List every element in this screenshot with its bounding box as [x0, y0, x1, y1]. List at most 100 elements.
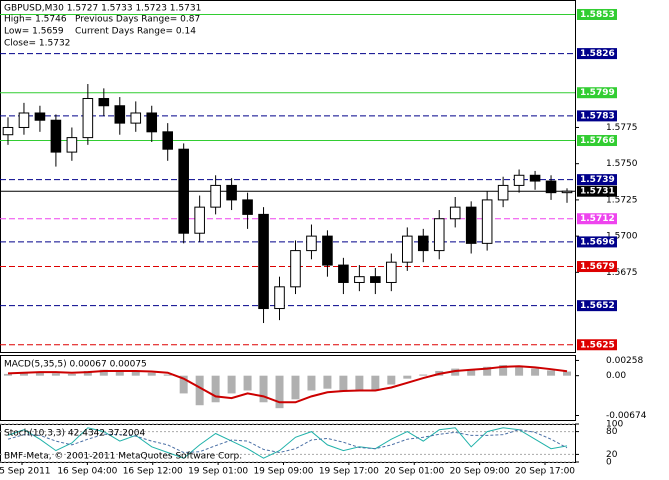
level-label: 1.5679 — [580, 262, 615, 272]
histogram-bar — [451, 368, 460, 376]
histogram-bar — [19, 372, 28, 376]
level-label: 1.5696 — [580, 237, 615, 247]
y-tick-label: 80 — [606, 427, 618, 437]
level-label-box — [577, 87, 617, 99]
histogram-bar — [83, 370, 92, 376]
candle-body — [338, 264, 349, 283]
x-tick-label: 16 Sep 04:00 — [57, 467, 117, 477]
histogram-bar — [483, 366, 492, 376]
histogram-bar — [227, 375, 236, 394]
level-label-box — [577, 236, 617, 248]
candle-body — [210, 184, 221, 208]
candle-body — [354, 276, 365, 283]
histogram-bar — [259, 375, 268, 403]
level-label-box — [577, 300, 617, 312]
histogram-bar — [67, 373, 76, 376]
price-frame — [0, 0, 576, 353]
level-label-box — [577, 174, 617, 186]
candle-body — [545, 180, 557, 194]
candle-body — [370, 276, 381, 283]
candle-body — [98, 98, 110, 107]
histogram-bar — [515, 366, 524, 376]
level-label: 1.5712 — [580, 214, 615, 224]
level-label-box — [577, 339, 617, 351]
y-tick-label: 1.5700 — [606, 232, 638, 242]
x-tick-label: 20 Sep 01:00 — [384, 467, 444, 477]
candle-body — [50, 119, 62, 153]
candle-body — [130, 112, 142, 124]
y-tick-label: -0.00674 — [606, 411, 647, 421]
histogram-bar — [3, 373, 12, 376]
level-label: 1.5652 — [580, 301, 615, 311]
level-label: 1.5826 — [580, 49, 615, 59]
level-label: 1.5739 — [580, 175, 615, 185]
candle-body — [497, 184, 509, 201]
histogram-bar — [387, 375, 396, 385]
level-label-box — [577, 8, 617, 20]
candle-body — [2, 126, 14, 136]
info-text: High= 1.5746 — [4, 15, 67, 25]
y-tick-label: 0 — [606, 458, 612, 468]
level-label-box — [577, 261, 617, 273]
histogram-bar — [355, 375, 364, 390]
candle-body — [274, 286, 285, 310]
candle-body — [290, 250, 301, 288]
candle-body — [178, 148, 189, 234]
y-tick-label: 0.00258 — [606, 356, 643, 366]
x-tick-label: 20 Sep 09:00 — [450, 467, 510, 477]
histogram-bar — [419, 374, 428, 376]
candle-body — [66, 137, 78, 153]
candle-body — [258, 213, 269, 310]
info-text: Previous Days Range= 0.87 — [75, 15, 200, 25]
chart-title: GBPUSD,M30 1.5727 1.5733 1.5723 1.5731 — [4, 4, 201, 14]
candle-body — [529, 174, 541, 182]
candle-body — [114, 105, 126, 124]
histogram-bar — [275, 375, 284, 409]
histogram-bar — [35, 371, 44, 376]
x-tick-label: 15 Sep 2011 — [0, 467, 51, 477]
candle-body — [322, 235, 333, 266]
histogram-bar — [467, 369, 476, 376]
y-tick-label: 100 — [606, 420, 623, 430]
histogram-bar — [51, 373, 60, 376]
level-label-box — [577, 185, 617, 197]
y-tick-label: 0.00 — [606, 371, 626, 381]
footer: BMF-Meta, © 2001-2011 MetaQuotes Softwar… — [4, 452, 242, 462]
candle-body — [146, 112, 158, 133]
panel-title: Stoch(10,3,3) 42.4342 37.2004 — [4, 429, 145, 439]
x-tick-label: 19 Sep 01:00 — [188, 467, 248, 477]
candle-body — [513, 174, 525, 186]
level-label: 1.5625 — [580, 340, 615, 350]
level-label-box — [577, 48, 617, 60]
histogram-bar — [211, 375, 220, 403]
candle-body — [18, 112, 30, 128]
candle-body — [194, 206, 205, 234]
histogram-bar — [563, 371, 572, 376]
candle-body — [465, 206, 477, 244]
candle-body — [481, 199, 493, 244]
candle-body — [417, 235, 429, 252]
y-tick-label: 20 — [606, 450, 618, 460]
histogram-bar — [163, 374, 172, 376]
histogram-bar — [339, 375, 348, 391]
stoch-line — [7, 427, 568, 459]
histogram-bar — [147, 372, 156, 376]
histogram-bar — [307, 375, 316, 391]
histogram-bar — [243, 375, 252, 391]
level-label: 1.5783 — [580, 111, 615, 121]
stoch-line — [7, 429, 568, 454]
macd-frame — [0, 355, 576, 421]
info-text: Close= 1.5732 — [4, 39, 70, 49]
candle-body — [306, 235, 317, 252]
histogram-bar — [547, 370, 556, 376]
signal-line — [7, 365, 568, 404]
candle-body — [34, 112, 46, 121]
candle-body — [433, 218, 445, 252]
candle-body — [162, 131, 174, 150]
panel-title: MACD(5,35,5) 0.00067 0.00075 — [4, 360, 147, 370]
level-label: 1.5766 — [580, 136, 615, 146]
histogram-bar — [499, 365, 508, 376]
histogram-bar — [403, 375, 412, 379]
